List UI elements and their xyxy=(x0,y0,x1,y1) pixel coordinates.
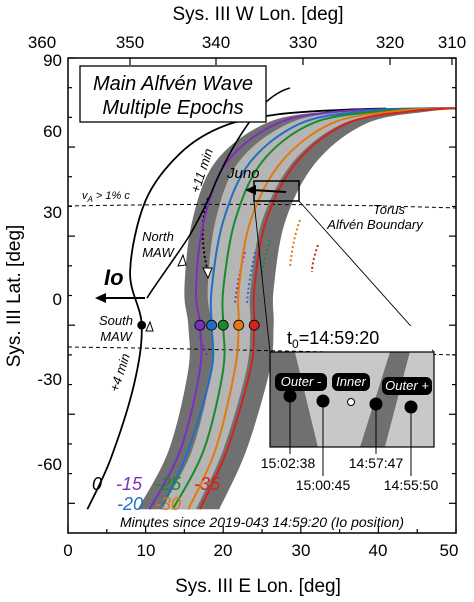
torus-label-line-1: Torus xyxy=(373,202,406,217)
chart-title-line-1: Main Alfvén Wave xyxy=(93,73,253,95)
x-tick-label: 30 xyxy=(292,541,311,560)
x-axis-title-top: Sys. III W Lon. [deg] xyxy=(172,4,343,25)
va-threshold-label: vA > 1% c xyxy=(82,190,130,204)
inset-marker-outer-plus-2 xyxy=(404,400,418,414)
inset-band-light-right xyxy=(385,352,434,447)
io-label: Io xyxy=(104,265,124,290)
dotted-curve-orange xyxy=(289,219,301,269)
juno-inset: Outer - Inner Outer + xyxy=(269,351,435,476)
inset-label-outer-minus-bg xyxy=(275,373,327,391)
series-line-zero xyxy=(86,107,387,510)
inset-label-outer-plus-bg xyxy=(382,377,432,395)
south-maw-open-arrowhead xyxy=(145,320,154,332)
inset-marker-outer-minus xyxy=(283,389,297,403)
series-line-minus35 xyxy=(198,107,456,510)
y-tick-label: 0 xyxy=(53,290,62,309)
inset-label-outer-minus: Outer - xyxy=(281,374,322,389)
y-tick-label: 60 xyxy=(43,122,62,141)
north-maw-label-1: North xyxy=(142,229,174,244)
inset-time-2: 15:00:45 xyxy=(296,477,351,493)
inset-time-4: 14:55:50 xyxy=(384,477,439,493)
x-top-tick-label: 340 xyxy=(202,33,230,52)
series-line-minus15 xyxy=(148,107,456,510)
x-top-tick-label: 330 xyxy=(289,33,317,52)
x-top-tick-label: 360 xyxy=(28,33,56,52)
x-tick-label: 10 xyxy=(137,541,156,560)
y-tick-label: 90 xyxy=(43,51,62,70)
epoch-point xyxy=(233,319,245,331)
epoch-point xyxy=(206,319,218,331)
t0-label-bg xyxy=(276,326,432,350)
x-top-tick-label: 310 xyxy=(438,33,466,52)
south-maw-label-1: South xyxy=(99,313,133,328)
plus-4-min-label: +4 min xyxy=(107,352,133,394)
torus-label-line-2: Alfvén Boundary xyxy=(326,217,424,232)
inset-time-1: 15:02:38 xyxy=(261,455,316,471)
chart-title-line-2: Multiple Epochs xyxy=(102,97,243,119)
north-maw-open-arrowhead xyxy=(177,253,187,267)
x-tick-label: 50 xyxy=(440,541,459,560)
epoch-point xyxy=(194,319,206,331)
zoom-line-left xyxy=(253,200,271,353)
alfven-band-light xyxy=(161,108,456,510)
chart-title-box xyxy=(79,65,267,123)
dotted-curve-black xyxy=(201,197,209,273)
y-axis-title: Sys. III Lat. [deg] xyxy=(4,225,25,368)
series-line-minus25 xyxy=(171,107,456,510)
epoch-label-minus25: -25 xyxy=(155,474,182,494)
x-axis-title-bottom: Sys. III E Lon. [deg] xyxy=(175,576,341,597)
series-line-minus30 xyxy=(187,107,456,510)
epoch-label-minus30: -30 xyxy=(155,494,181,514)
juno-zoom-box xyxy=(253,180,300,202)
inset-label-inner-bg xyxy=(332,373,370,391)
x-top-tick-label: 350 xyxy=(116,33,144,52)
x-tick-label: 40 xyxy=(369,541,388,560)
x-tick-label: 20 xyxy=(214,541,233,560)
x-top-tick-label: 320 xyxy=(376,33,404,52)
juno-label: Juno xyxy=(226,165,260,182)
epoch-point xyxy=(217,319,229,331)
x-tick-label: 0 xyxy=(63,541,72,560)
north-maw-label-2: MAW xyxy=(142,245,175,260)
series-line-minus20 xyxy=(160,107,456,510)
inset-band-dark-right xyxy=(360,352,410,447)
io-motion-arrowhead xyxy=(95,293,106,303)
south-maw-label-2: MAW xyxy=(100,329,133,344)
inset-time-3: 14:57:47 xyxy=(349,455,404,471)
caption: Minutes since 2019-043 14:59:20 (Io posi… xyxy=(120,514,404,530)
maw-upper-line xyxy=(146,87,291,299)
inset-marker-outer-plus xyxy=(369,397,383,411)
inset-label-outer-plus: Outer + xyxy=(385,378,429,393)
epoch-label-minus15: -15 xyxy=(116,474,143,494)
inset-marker-outer-minus-2 xyxy=(316,394,330,408)
y-tick-label: -60 xyxy=(37,455,62,474)
inset-marker-inner xyxy=(347,398,355,406)
t0-label: t0=14:59:20 xyxy=(287,328,379,351)
inset-label-inner: Inner xyxy=(336,374,366,389)
io-point xyxy=(137,320,147,330)
dotted-open-arrowhead xyxy=(202,267,213,280)
epoch-label-minus20: -20 xyxy=(117,494,143,514)
epoch-label-0: 0 xyxy=(92,474,102,494)
epoch-label-minus35: -35 xyxy=(194,474,221,494)
y-tick-label: 30 xyxy=(43,203,62,222)
va-threshold-line xyxy=(68,203,456,209)
y-tick-label: -30 xyxy=(37,370,62,389)
dotted-curve-red xyxy=(311,244,319,273)
epoch-point xyxy=(248,319,260,331)
dotted-curve-blue xyxy=(246,251,256,304)
juno-motion-arrow xyxy=(251,189,287,193)
